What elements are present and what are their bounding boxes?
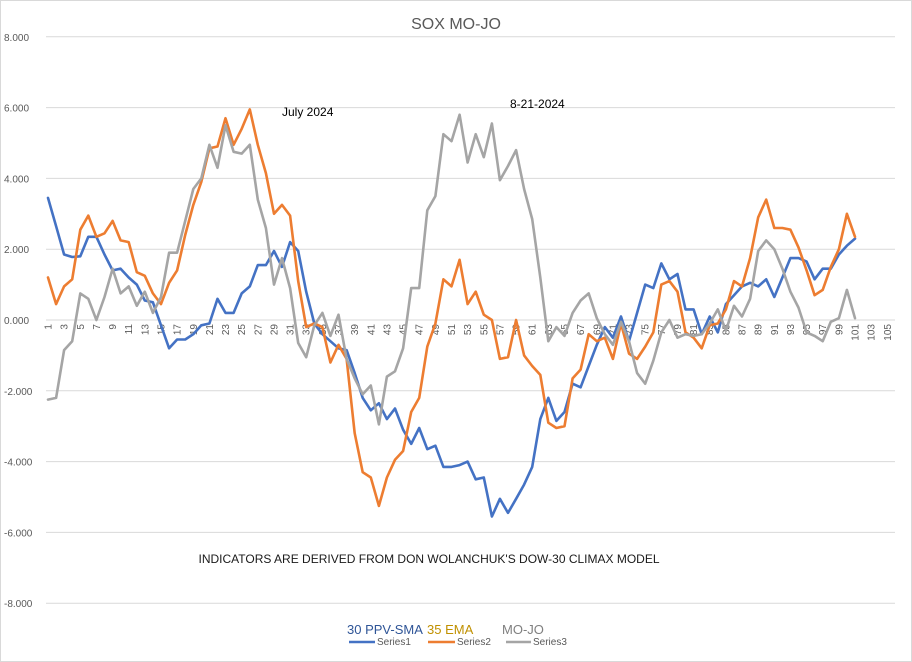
x-tick-label: 47 xyxy=(415,324,426,336)
legend: 30 PPV-SMA 35 EMA MO-JO Series1 Series2 … xyxy=(347,622,567,648)
x-tick-label: 21 xyxy=(205,324,216,336)
gridlines xyxy=(46,36,895,604)
x-tick-label: 91 xyxy=(770,324,781,336)
y-tick-label: 2.000 xyxy=(4,245,29,256)
x-tick-label: 43 xyxy=(382,324,393,336)
y-axis-tick-labels: 8.000 6.000 4.000 2.000 0.000 -2.000 -4.000 -6.… xyxy=(4,33,33,610)
x-tick-label: 67 xyxy=(576,324,587,336)
x-tick-label: 11 xyxy=(124,324,135,335)
x-tick-label: 83 xyxy=(705,324,716,336)
x-tick-label: 95 xyxy=(802,324,813,336)
legend-label-series3: Series3 xyxy=(533,637,567,648)
x-tick-label: 27 xyxy=(253,324,264,336)
x-tick-label: 93 xyxy=(786,324,797,336)
x-tick-label: 49 xyxy=(431,324,442,336)
legend-title-ema: 35 EMA xyxy=(427,622,474,637)
series-line-series3 xyxy=(46,113,857,426)
x-tick-label: 79 xyxy=(673,324,684,336)
legend-title-ppv-sma: 30 PPV-SMA xyxy=(347,622,423,637)
y-tick-label: -4.000 xyxy=(4,458,33,469)
x-tick-label: 19 xyxy=(189,324,200,336)
x-tick-label: 1 xyxy=(44,324,55,330)
x-axis: 1 3 5 7 9 11 13 15 17 19 21 23 25 27 29 31 33 35 37 39 41 43 4… xyxy=(44,324,894,341)
x-tick-label: 87 xyxy=(738,324,749,336)
x-tick-label: 9 xyxy=(108,324,119,330)
chart-title: SOX MO-JO xyxy=(411,16,501,33)
x-tick-label: 37 xyxy=(334,324,345,336)
x-tick-label: 61 xyxy=(528,324,539,336)
x-tick-label: 25 xyxy=(237,324,248,336)
series-line-series1 xyxy=(46,196,857,518)
x-tick-label: 97 xyxy=(818,324,829,336)
x-tick-label: 63 xyxy=(544,324,555,336)
y-tick-label: 4.000 xyxy=(4,174,29,185)
x-tick-label: 71 xyxy=(608,324,619,336)
x-tick-label: 41 xyxy=(366,324,377,336)
x-tick-label: 53 xyxy=(463,324,474,336)
y-tick-label: 0.000 xyxy=(4,316,29,327)
x-tick-label: 99 xyxy=(834,324,845,336)
x-tick-label: 23 xyxy=(221,324,232,336)
legend-label-series2: Series2 xyxy=(457,637,491,648)
x-tick-label: 101 xyxy=(851,324,862,341)
x-tick-label: 75 xyxy=(641,324,652,336)
x-tick-label: 13 xyxy=(140,324,151,336)
x-tick-label: 69 xyxy=(592,324,603,336)
y-tick-label: -8.000 xyxy=(4,599,33,610)
annotation-8-21-2024: 8-21-2024 xyxy=(510,97,565,111)
x-tick-label: 33 xyxy=(302,324,313,336)
legend-label-series1: Series1 xyxy=(377,637,411,648)
x-tick-label: 51 xyxy=(447,324,458,336)
x-tick-label: 3 xyxy=(60,324,71,330)
series-lines xyxy=(46,108,857,518)
x-tick-label: 73 xyxy=(625,324,636,336)
x-tick-label: 5 xyxy=(76,324,87,330)
x-tick-label: 45 xyxy=(399,324,410,336)
x-tick-label: 29 xyxy=(269,324,280,336)
x-tick-label: 39 xyxy=(350,324,361,336)
x-tick-label: 31 xyxy=(286,324,297,336)
x-tick-label: 7 xyxy=(92,324,103,330)
y-tick-label: 6.000 xyxy=(4,104,29,115)
legend-title-mojo: MO-JO xyxy=(502,622,544,637)
x-tick-label: 55 xyxy=(479,324,490,336)
annotation-july-2024: July 2024 xyxy=(282,105,334,119)
x-tick-label: 17 xyxy=(173,324,184,336)
annotation-note: INDICATORS ARE DERIVED FROM DON WOLANCHU… xyxy=(198,552,659,566)
x-tick-label: 105 xyxy=(883,324,894,341)
y-tick-label: 8.000 xyxy=(4,33,29,44)
x-tick-label: 89 xyxy=(754,324,765,336)
x-tick-label: 103 xyxy=(867,324,878,341)
y-tick-label: -6.000 xyxy=(4,528,33,539)
x-tick-label: 57 xyxy=(495,324,506,336)
x-tick-label: 81 xyxy=(689,324,700,336)
y-tick-label: -2.000 xyxy=(4,387,33,398)
